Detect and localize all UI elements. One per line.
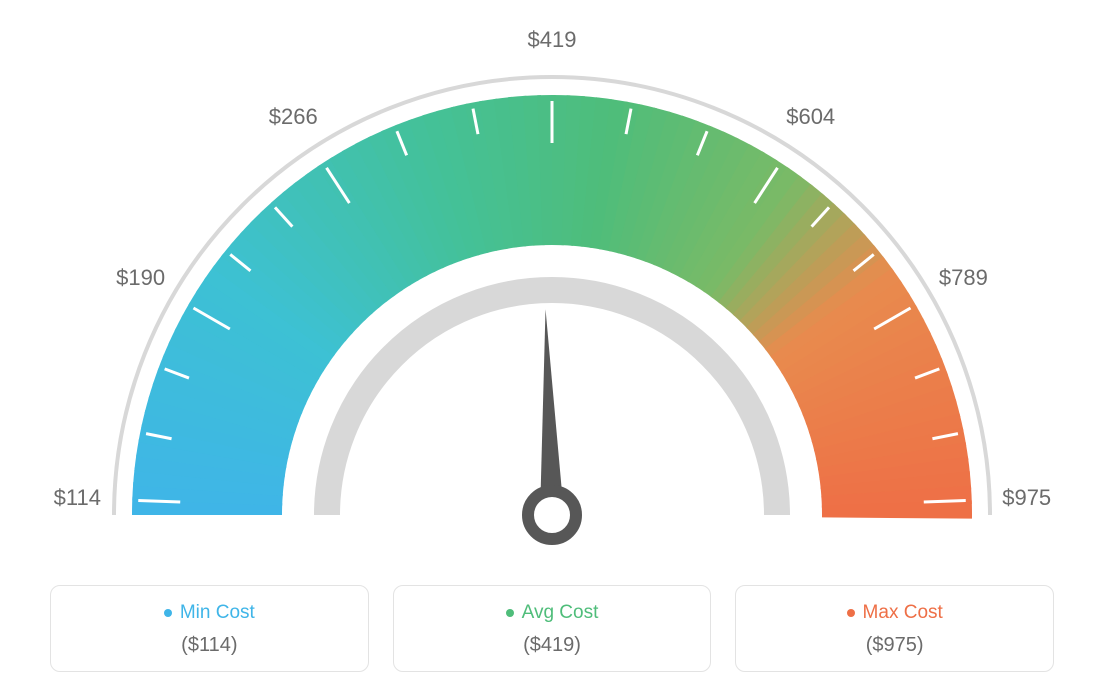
max-cost-title: Max Cost xyxy=(847,602,943,624)
avg-cost-value: ($419) xyxy=(404,634,701,657)
gauge-tick-label: $789 xyxy=(939,265,988,291)
gauge-tick-label: $190 xyxy=(116,265,165,291)
avg-cost-title-text: Avg Cost xyxy=(522,602,599,624)
avg-cost-title: Avg Cost xyxy=(506,602,599,624)
gauge-tick-label: $419 xyxy=(528,27,577,53)
gauge-tick-label: $604 xyxy=(786,104,835,130)
gauge-needle-hub xyxy=(528,491,576,539)
gauge-chart: $114 $190 $266 $419 $604 $789 $975 xyxy=(0,0,1104,560)
max-cost-value: ($975) xyxy=(746,634,1043,657)
gauge-tick-label: $266 xyxy=(269,104,318,130)
gauge-tick-label: $975 xyxy=(1002,485,1051,511)
avg-dot-icon xyxy=(506,609,514,617)
gauge-needle xyxy=(540,309,564,515)
max-cost-title-text: Max Cost xyxy=(863,602,943,624)
min-cost-title-text: Min Cost xyxy=(180,602,255,624)
max-dot-icon xyxy=(847,609,855,617)
min-cost-card: Min Cost ($114) xyxy=(50,585,369,672)
max-cost-card: Max Cost ($975) xyxy=(735,585,1054,672)
min-cost-title: Min Cost xyxy=(164,602,255,624)
min-cost-value: ($114) xyxy=(61,634,358,657)
cost-cards-row: Min Cost ($114) Avg Cost ($419) Max Cost… xyxy=(50,585,1054,672)
gauge-tick-label: $114 xyxy=(54,485,101,511)
avg-cost-card: Avg Cost ($419) xyxy=(393,585,712,672)
gauge-svg xyxy=(52,20,1052,580)
min-dot-icon xyxy=(164,609,172,617)
